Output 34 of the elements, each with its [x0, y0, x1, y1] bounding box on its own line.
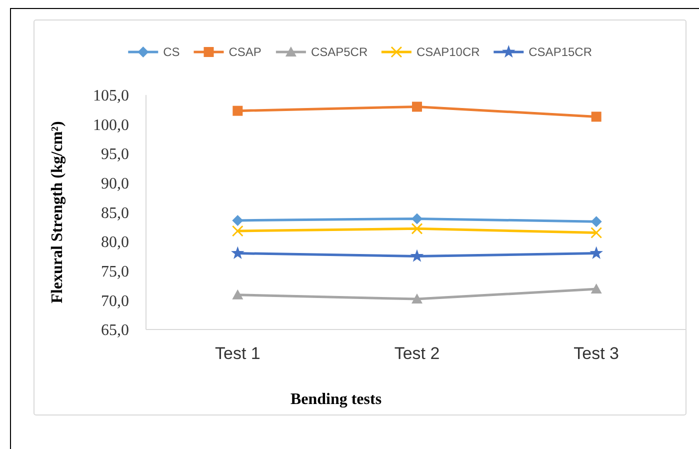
- y-tick-label: 105,0: [93, 88, 129, 105]
- point: [232, 214, 244, 226]
- y-tick-label: 70,0: [101, 292, 129, 310]
- point: [590, 227, 602, 239]
- y-axis-title: Flexural Strength (kg/cm²): [49, 121, 66, 304]
- point: [412, 294, 422, 304]
- point: [591, 112, 602, 122]
- point: [411, 222, 423, 234]
- point: [590, 216, 602, 228]
- point: [232, 106, 243, 116]
- point: [231, 246, 244, 259]
- legend-label: CSAP5CR: [310, 45, 368, 60]
- y-tick-label: 75,0: [101, 263, 129, 280]
- point: [590, 246, 603, 259]
- x-tick-label: Test 3: [574, 344, 620, 363]
- legend-label: CS: [163, 45, 180, 60]
- y-tick-label: 90,0: [101, 176, 129, 193]
- x-tick-label: Test 1: [214, 344, 260, 363]
- x-tick-label: Test 2: [394, 344, 440, 363]
- y-tick-label: 80,0: [101, 234, 129, 252]
- legend-label: CSAP15CR: [528, 45, 592, 60]
- point: [412, 213, 422, 224]
- legend-label: CSAP: [228, 45, 262, 60]
- point: [232, 289, 244, 300]
- y-tick-label: 100,0: [93, 116, 129, 134]
- point: [412, 102, 422, 112]
- point: [590, 284, 602, 294]
- x-axis-title: Bending tests: [290, 391, 382, 408]
- legend-label: CSAP10CR: [416, 45, 480, 60]
- y-tick-label: 85,0: [101, 204, 129, 222]
- point: [232, 225, 244, 237]
- y-tick-label: 95,0: [101, 146, 129, 164]
- y-tick-label: 65,0: [101, 322, 129, 340]
- point: [410, 249, 424, 262]
